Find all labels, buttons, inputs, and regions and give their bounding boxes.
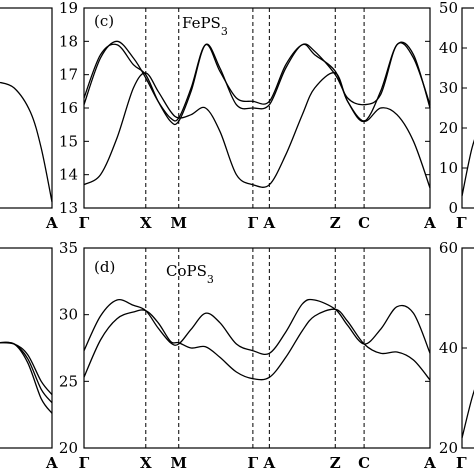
x-tick-label: A — [423, 214, 436, 232]
x-tick-label: A — [263, 454, 276, 472]
y-tick-label: 18 — [59, 32, 78, 50]
x-tick-label: X — [140, 454, 152, 472]
right-y-tick-label: 20 — [439, 119, 458, 137]
left-top-curve-1 — [0, 81, 53, 203]
x-tick-label: M — [170, 454, 187, 472]
y-tick-label: 14 — [59, 166, 78, 184]
right-y-tick-label: 30 — [439, 79, 458, 97]
right-y-tick-label: 0 — [448, 199, 458, 217]
panel-d-tag: (d) — [94, 258, 115, 276]
x-tick-label: Γ — [248, 214, 259, 232]
y-tick-label: 35 — [59, 239, 78, 257]
x-tick-label: M — [170, 214, 187, 232]
panel-d-yticks: 35 30 25 20 — [59, 239, 430, 457]
right-y-tick-label: 60 — [439, 239, 458, 257]
panel-d-frame — [83, 247, 431, 449]
x-tick-label: Z — [330, 454, 341, 472]
panel-c-material: FePS3 — [182, 14, 228, 38]
y-tick-label: 20 — [59, 439, 78, 457]
panel-c-tag: (c) — [94, 12, 114, 30]
y-tick-label: 15 — [59, 132, 78, 150]
x-tick-label: Γ — [79, 214, 90, 232]
left-top-xlabel: A — [45, 214, 58, 232]
x-tick-label: A — [423, 454, 436, 472]
right-y-tick-label: 20 — [439, 439, 458, 457]
x-tick-label: Γ — [79, 454, 90, 472]
left-partial-panels: A A — [0, 7, 58, 472]
panel-c-curves — [83, 40, 431, 189]
right-curve-1 — [461, 389, 474, 439]
band-curve-1 — [83, 40, 431, 122]
y-tick-label: 16 — [59, 99, 78, 117]
x-tick-label: C — [358, 214, 370, 232]
right-top-frame — [461, 7, 474, 209]
x-tick-label: Z — [330, 214, 341, 232]
left-top-curves — [0, 81, 53, 203]
x-tick-label: A — [263, 214, 276, 232]
left-bottom-curve-2 — [0, 341, 53, 404]
right-y-tick-label: 50 — [439, 0, 458, 17]
right-partial-panels: 50 40 30 20 10 0 60 40 20 Γ Γ — [439, 0, 474, 472]
right-bottom-xlabel: Γ — [456, 454, 467, 472]
right-curve-1 — [461, 139, 474, 197]
left-top-frame — [0, 7, 53, 209]
left-bottom-xlabel: A — [45, 454, 58, 472]
right-top-yticks: 50 40 30 20 10 0 — [439, 0, 467, 217]
right-y-tick-label: 10 — [439, 159, 458, 177]
band-curve-3 — [83, 72, 431, 189]
x-tick-label: Γ — [248, 454, 259, 472]
right-bottom-yticks: 60 40 20 — [439, 239, 467, 457]
band-curve-2 — [83, 308, 431, 381]
panel-d-vlines — [145, 248, 365, 448]
x-tick-label: C — [358, 454, 370, 472]
right-y-tick-label: 40 — [439, 339, 458, 357]
right-top-xlabel: Γ — [456, 214, 467, 232]
right-top-curves — [461, 139, 474, 197]
y-tick-label: 17 — [59, 66, 78, 84]
right-y-tick-label: 40 — [439, 39, 458, 57]
band-curve-1 — [83, 298, 431, 356]
x-tick-label: X — [140, 214, 152, 232]
y-tick-label: 25 — [59, 372, 78, 390]
left-bottom-frame — [0, 247, 53, 449]
y-tick-label: 19 — [59, 0, 78, 17]
left-bottom-curves — [0, 341, 53, 414]
right-bottom-curves — [461, 389, 474, 439]
panel-d-curves — [83, 298, 431, 381]
left-bottom-curve-3 — [0, 342, 53, 396]
y-tick-label: 13 — [59, 199, 78, 217]
panel-d-material: CoPS3 — [166, 262, 214, 286]
y-tick-label: 30 — [59, 306, 78, 324]
